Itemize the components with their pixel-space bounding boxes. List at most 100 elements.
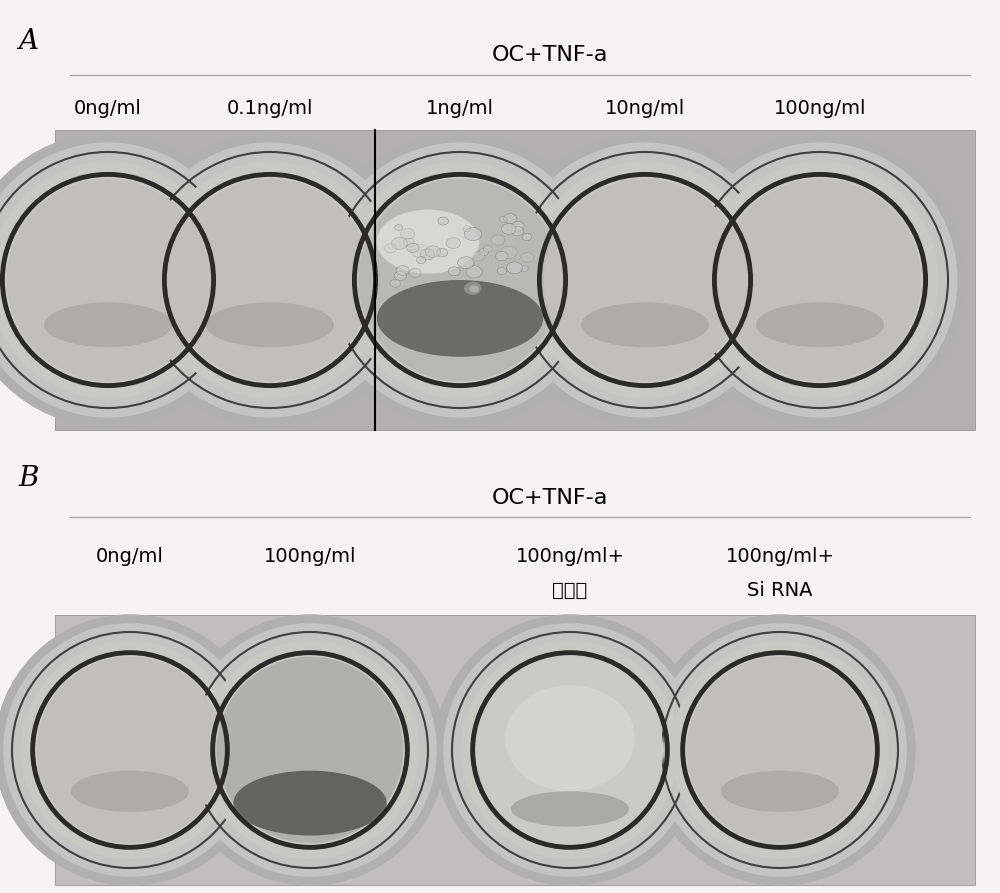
Ellipse shape	[719, 179, 921, 381]
Ellipse shape	[496, 252, 508, 261]
Ellipse shape	[409, 269, 421, 278]
Ellipse shape	[479, 248, 489, 255]
Ellipse shape	[464, 228, 482, 240]
Ellipse shape	[507, 142, 783, 418]
Ellipse shape	[411, 245, 428, 257]
Ellipse shape	[756, 303, 884, 347]
Ellipse shape	[671, 641, 889, 859]
Ellipse shape	[44, 303, 172, 347]
Ellipse shape	[396, 265, 409, 275]
Ellipse shape	[501, 223, 516, 234]
Ellipse shape	[491, 235, 505, 246]
Ellipse shape	[434, 614, 706, 886]
Text: 100ng/ml+: 100ng/ml+	[516, 547, 624, 565]
Text: 对照组: 对照组	[552, 580, 588, 599]
Ellipse shape	[448, 267, 460, 276]
Ellipse shape	[702, 162, 938, 398]
Ellipse shape	[217, 656, 403, 843]
Ellipse shape	[313, 133, 607, 427]
Ellipse shape	[206, 303, 334, 347]
Ellipse shape	[512, 227, 524, 236]
Ellipse shape	[71, 771, 189, 812]
Ellipse shape	[446, 238, 461, 248]
Text: 100ng/ml: 100ng/ml	[774, 98, 866, 118]
Ellipse shape	[443, 623, 697, 877]
Ellipse shape	[461, 641, 679, 859]
Text: B: B	[18, 465, 38, 492]
Ellipse shape	[505, 685, 635, 791]
Bar	[0, 0, 1000, 433]
Ellipse shape	[581, 303, 709, 347]
Ellipse shape	[425, 246, 441, 257]
Text: 0.1ng/ml: 0.1ng/ml	[227, 98, 313, 118]
Ellipse shape	[0, 142, 246, 418]
Ellipse shape	[721, 771, 839, 812]
Bar	[55, 615, 975, 885]
Ellipse shape	[384, 244, 397, 253]
Ellipse shape	[390, 280, 401, 288]
Ellipse shape	[420, 249, 435, 260]
Text: 0ng/ml: 0ng/ml	[74, 98, 142, 118]
Ellipse shape	[174, 614, 446, 886]
Ellipse shape	[400, 229, 415, 239]
Text: OC+TNF-a: OC+TNF-a	[492, 488, 608, 508]
Ellipse shape	[201, 641, 419, 859]
Ellipse shape	[473, 252, 485, 261]
Ellipse shape	[438, 217, 449, 225]
Ellipse shape	[169, 179, 371, 381]
Ellipse shape	[7, 179, 209, 381]
Text: OC+TNF-a: OC+TNF-a	[492, 45, 608, 65]
Ellipse shape	[501, 246, 517, 258]
Ellipse shape	[682, 142, 958, 418]
Text: A: A	[18, 28, 38, 55]
Ellipse shape	[464, 281, 482, 295]
Bar	[0, 447, 1000, 893]
Ellipse shape	[653, 623, 907, 877]
Ellipse shape	[511, 221, 524, 231]
Ellipse shape	[466, 266, 482, 278]
Ellipse shape	[521, 253, 534, 263]
Ellipse shape	[21, 641, 239, 859]
Ellipse shape	[391, 238, 407, 249]
Ellipse shape	[436, 248, 448, 257]
Bar	[55, 130, 975, 430]
Ellipse shape	[527, 162, 763, 398]
Ellipse shape	[123, 133, 417, 427]
Ellipse shape	[359, 179, 561, 381]
Ellipse shape	[342, 162, 578, 398]
Ellipse shape	[416, 256, 426, 263]
Ellipse shape	[3, 623, 257, 877]
Ellipse shape	[463, 226, 471, 231]
Ellipse shape	[522, 234, 532, 240]
Ellipse shape	[644, 614, 916, 886]
Ellipse shape	[458, 256, 474, 269]
Ellipse shape	[497, 268, 506, 274]
Ellipse shape	[504, 213, 517, 223]
Ellipse shape	[183, 623, 437, 877]
Text: 100ng/ml: 100ng/ml	[264, 547, 356, 565]
Ellipse shape	[0, 614, 266, 886]
Ellipse shape	[477, 656, 663, 843]
Text: 10ng/ml: 10ng/ml	[605, 98, 685, 118]
Ellipse shape	[407, 243, 419, 253]
Ellipse shape	[483, 246, 492, 252]
Ellipse shape	[511, 791, 629, 827]
Ellipse shape	[322, 142, 598, 418]
Text: Si RNA: Si RNA	[747, 580, 813, 599]
Ellipse shape	[544, 179, 746, 381]
Ellipse shape	[377, 280, 543, 357]
Ellipse shape	[394, 271, 406, 280]
Ellipse shape	[132, 142, 408, 418]
Ellipse shape	[498, 133, 792, 427]
Ellipse shape	[673, 133, 967, 427]
Ellipse shape	[377, 210, 479, 273]
Ellipse shape	[469, 285, 479, 293]
Text: 0ng/ml: 0ng/ml	[96, 547, 164, 565]
Ellipse shape	[0, 133, 255, 427]
Text: 1ng/ml: 1ng/ml	[426, 98, 494, 118]
Ellipse shape	[37, 656, 223, 843]
Ellipse shape	[507, 262, 522, 274]
Ellipse shape	[520, 265, 528, 271]
Ellipse shape	[233, 771, 387, 836]
Ellipse shape	[395, 224, 403, 230]
